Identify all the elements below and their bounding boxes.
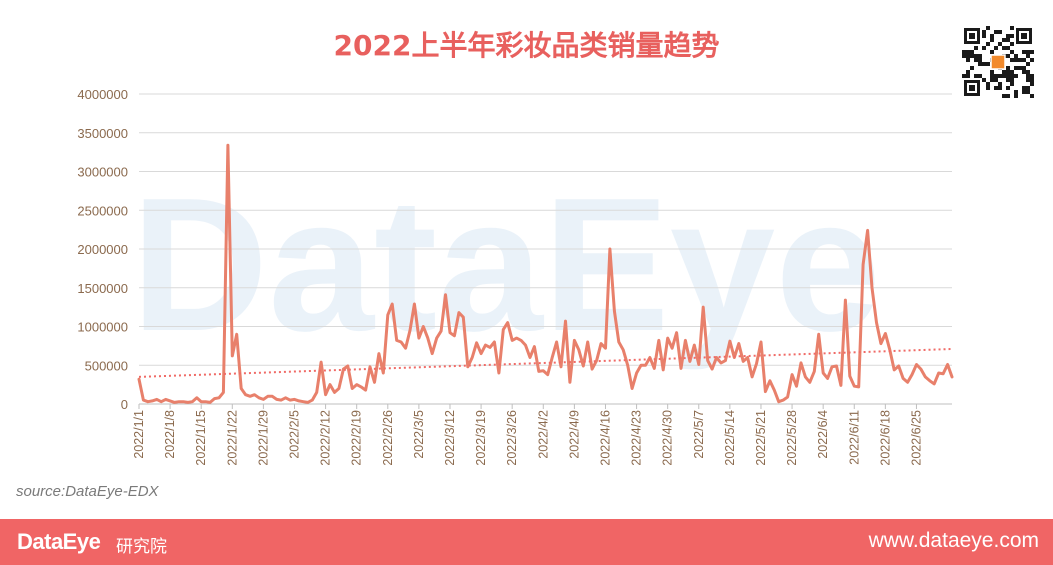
trendline-group <box>138 347 953 378</box>
footer-bar: DataEye 研究院 www.dataeye.com <box>0 519 1053 565</box>
x-tick-label: 2022/2/19 <box>350 410 364 466</box>
x-tick-label: 2022/2/12 <box>319 410 333 466</box>
y-tick-label: 1000000 <box>77 320 128 335</box>
series-group <box>137 143 954 404</box>
x-tick-label: 2022/3/5 <box>412 410 426 459</box>
y-tick-label: 2500000 <box>77 203 128 218</box>
footer-brand-logo: DataEye <box>17 529 101 554</box>
x-tick-label: 2022/2/26 <box>381 410 395 466</box>
x-tick-label: 2022/3/26 <box>505 410 519 466</box>
y-tick-label: 0 <box>121 397 128 412</box>
x-tick-label: 2022/1/8 <box>163 410 177 459</box>
x-tick-label: 2022/5/7 <box>692 410 706 459</box>
x-tick-label: 2022/1/29 <box>256 410 270 466</box>
x-tick-label: 2022/1/22 <box>225 410 239 466</box>
trendline <box>138 347 953 378</box>
x-tick-label: 2022/3/19 <box>474 410 488 466</box>
gridlines <box>139 93 952 405</box>
footer-website-link[interactable]: www.dataeye.com <box>868 529 1039 552</box>
x-tick-label: 2022/1/15 <box>194 410 208 466</box>
series-line <box>137 143 954 404</box>
y-tick-label: 3500000 <box>77 126 128 141</box>
y-tick-label: 2000000 <box>77 242 128 257</box>
x-tick-label: 2022/5/21 <box>754 410 768 466</box>
source-note: source:DataEye-EDX <box>16 483 159 500</box>
y-tick-label: 3000000 <box>77 165 128 180</box>
x-tick-label: 2022/4/30 <box>661 410 675 466</box>
x-tick-label: 2022/5/14 <box>723 410 737 466</box>
x-tick-label: 2022/6/18 <box>878 410 892 466</box>
watermark-text: DataEye <box>131 159 881 371</box>
x-tick-label: 2022/4/2 <box>536 410 550 459</box>
chart-title: 2022上半年彩妆品类销量趋势 <box>333 29 720 62</box>
y-axis-ticks: 0 500000 1000000 1500000 2000000 2500000 30000… <box>77 87 128 412</box>
chart-canvas: DataEye 0 500000 1000000 1500000 2000000 2500… <box>77 87 954 466</box>
x-tick-label: 2022/6/4 <box>816 410 830 459</box>
watermark: DataEye <box>131 159 881 371</box>
x-tick-label: 2022/2/5 <box>287 410 301 459</box>
x-tick-label: 2022/6/11 <box>847 410 861 465</box>
x-tick-label: 2022/5/28 <box>785 410 799 466</box>
x-tick-label: 2022/4/23 <box>630 410 644 466</box>
footer-brand-subtitle: 研究院 <box>116 537 167 557</box>
x-tick-label: 2022/3/12 <box>443 410 457 466</box>
x-tick-label: 2022/1/1 <box>132 410 146 459</box>
y-tick-label: 500000 <box>85 358 128 373</box>
x-tick-label: 2022/4/9 <box>567 410 581 459</box>
x-tick-label: 2022/6/25 <box>909 410 923 466</box>
x-axis-ticks: 2022/1/1 2022/1/8 2022/1/15 2022/1/22 2022/1… <box>132 404 923 466</box>
y-tick-label: 1500000 <box>77 281 128 296</box>
x-tick-label: 2022/4/16 <box>598 410 612 466</box>
qr-code-icon <box>962 26 1034 98</box>
y-tick-label: 4000000 <box>77 87 128 102</box>
